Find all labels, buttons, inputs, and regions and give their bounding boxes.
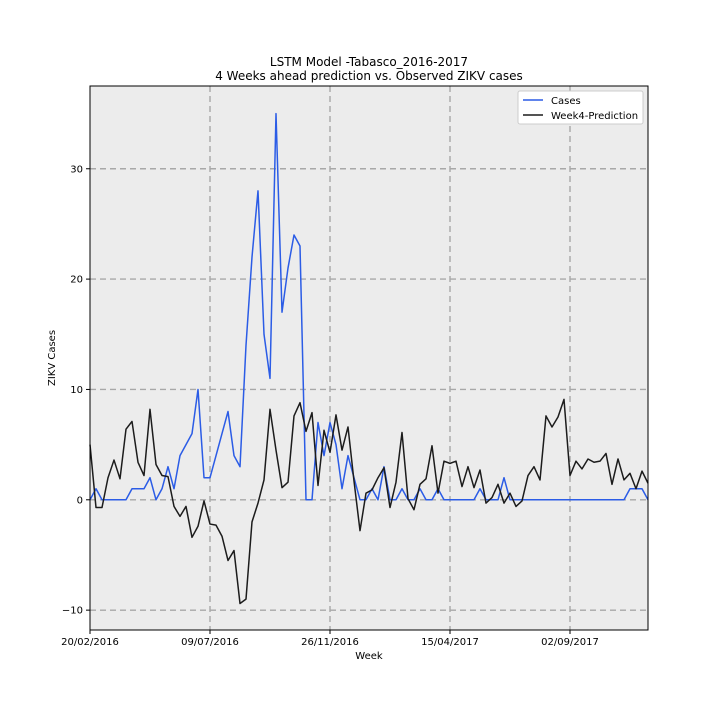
axis-ticks: −10 0 10 20 30 20/02/2016 09/07/2016 26/11/2016… bbox=[61, 164, 599, 648]
y-axis-label: ZIKV Cases bbox=[47, 330, 58, 386]
series-lines bbox=[89, 112, 649, 605]
series-line-cases bbox=[89, 112, 649, 501]
plot-area bbox=[90, 86, 648, 630]
series-line-week4-prediction bbox=[89, 398, 649, 605]
x-tick-label: 26/11/2016 bbox=[301, 637, 359, 648]
x-tick-label: 15/04/2017 bbox=[421, 637, 479, 648]
x-axis-label: Week bbox=[355, 651, 383, 662]
plot-frame bbox=[89, 85, 649, 631]
y-tick-label: 0 bbox=[77, 495, 83, 506]
y-tick-label: 30 bbox=[70, 164, 83, 175]
legend: Cases Week4-Prediction bbox=[517, 90, 644, 125]
chart-title-line1: LSTM Model -Tabasco_2016-2017 bbox=[270, 55, 468, 69]
legend-label-cases: Cases bbox=[551, 96, 581, 107]
y-tick-label: 20 bbox=[70, 275, 83, 286]
legend-box bbox=[517, 90, 644, 125]
x-tick-label: 02/09/2017 bbox=[541, 637, 599, 648]
y-tick-label: −10 bbox=[62, 606, 83, 617]
x-tick-label: 20/02/2016 bbox=[61, 637, 119, 648]
x-tick-label: 09/07/2016 bbox=[181, 637, 239, 648]
y-tick-label: 10 bbox=[70, 385, 83, 396]
chart-title-line2: 4 Weeks ahead prediction vs. Observed ZI… bbox=[215, 69, 523, 83]
legend-label-week4-prediction: Week4-Prediction bbox=[551, 111, 638, 122]
